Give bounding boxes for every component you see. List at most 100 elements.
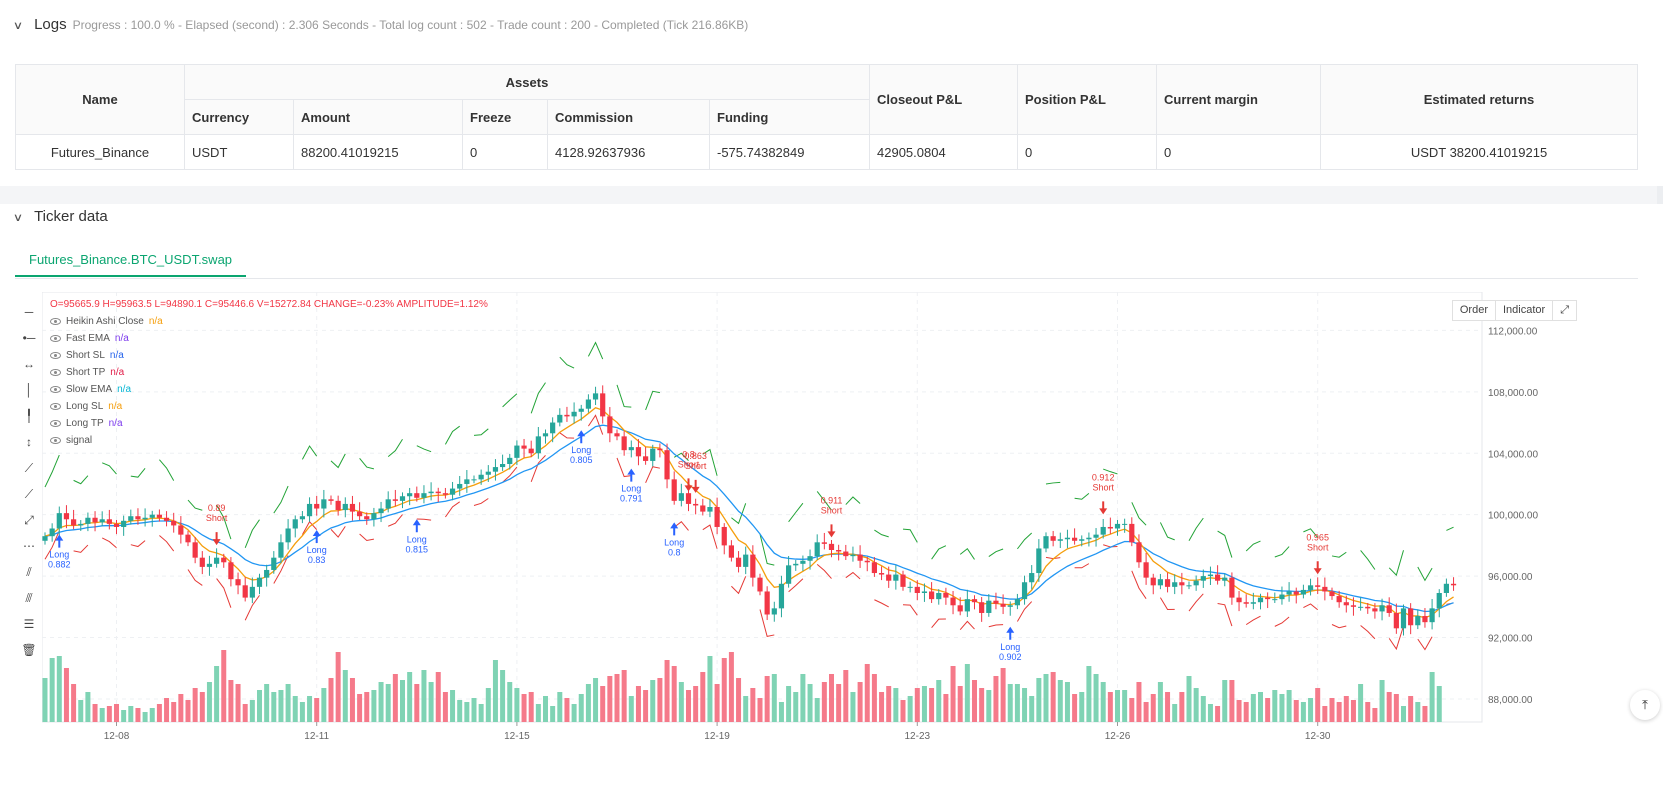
candle-body: [99, 519, 105, 523]
vertical-extended-icon[interactable]: ↕: [26, 435, 32, 449]
fullscreen-icon[interactable]: ⤢: [1552, 300, 1577, 321]
volume-bar: [500, 670, 506, 722]
x-tick-label: 12-08: [104, 731, 130, 742]
candle-body: [414, 493, 420, 498]
indicator-button[interactable]: Indicator: [1494, 300, 1554, 321]
ohlc-open: O=95665.9: [50, 299, 100, 310]
order-button[interactable]: Order: [1451, 300, 1496, 321]
stop-loss-line: [1159, 597, 1175, 611]
cell-funding: -575.74382849: [709, 134, 870, 170]
eye-icon[interactable]: [50, 318, 61, 325]
candle-body: [936, 593, 942, 600]
volume-bar: [1186, 676, 1192, 722]
candle-body: [56, 513, 62, 529]
candle-body: [292, 519, 298, 529]
eye-icon[interactable]: [50, 403, 61, 410]
take-profit-line: [73, 475, 89, 485]
eye-icon[interactable]: [50, 420, 61, 427]
candle-body: [1265, 597, 1271, 600]
volume-bar: [900, 700, 906, 722]
legend-item[interactable]: Short TP n/a: [50, 364, 488, 381]
volume-bar: [228, 680, 234, 722]
stop-loss-line: [731, 576, 747, 595]
short-signal-label: Short: [685, 461, 707, 471]
chevron-down-icon[interactable]: ∨: [12, 20, 24, 32]
vertical-ray-icon[interactable]: ╿: [25, 409, 33, 423]
volume-bar: [979, 688, 985, 722]
take-profit-line: [502, 393, 518, 408]
legend-item[interactable]: Long SL n/a: [50, 398, 488, 415]
long-signal-label: Long: [1000, 642, 1020, 652]
extended-trend-icon[interactable]: ⤢: [24, 512, 34, 527]
eye-icon[interactable]: [50, 386, 61, 393]
take-profit-line: [1103, 468, 1118, 475]
take-profit-line: [1331, 551, 1347, 558]
candle-body: [149, 514, 155, 518]
candle-body: [1422, 616, 1428, 623]
price-chart[interactable]: 112,000.00 108,000.00 104,000.00 100,000.00…: [42, 292, 1574, 805]
short-signal-label: Short: [821, 505, 843, 515]
scroll-to-top-button[interactable]: ⤒: [1630, 690, 1660, 720]
stop-loss-line: [473, 498, 489, 506]
short-signal-label: Short: [1092, 482, 1114, 492]
measure-icon[interactable]: ⋯: [23, 539, 35, 553]
logs-header[interactable]: ∨ Logs Progress : 100.0 % - Elapsed (sec…: [12, 16, 749, 33]
candle-body: [921, 591, 928, 593]
parallel-channel-icon[interactable]: ⫽: [26, 564, 32, 579]
long-signal-value: 0.882: [48, 560, 71, 570]
candle-body: [1093, 534, 1099, 538]
candle-body: [1415, 616, 1421, 626]
eye-icon[interactable]: [50, 335, 61, 342]
legend-item[interactable]: Slow EMA n/a: [50, 381, 488, 398]
legend-item[interactable]: signal: [50, 432, 488, 449]
ohlc-amplitude: AMPLITUDE=1.12%: [396, 299, 488, 310]
header-amount: Amount: [293, 99, 463, 135]
ohlc-readout: O=95665.9 H=95963.5 L=94890.1 C=95446.6 …: [50, 296, 488, 313]
trend-line-icon[interactable]: ⟋: [24, 460, 34, 475]
eye-icon[interactable]: [50, 437, 61, 444]
candle-body: [321, 499, 327, 509]
volume-bar: [257, 690, 262, 722]
legend-item[interactable]: Heikin Ashi Close n/a: [50, 313, 488, 330]
legend-value: n/a: [109, 350, 124, 361]
trash-icon[interactable]: 🗑: [21, 643, 37, 657]
vertical-line-icon[interactable]: │: [25, 383, 33, 397]
take-profit-line: [473, 428, 489, 436]
horizontal-ray-icon[interactable]: •─: [22, 331, 36, 345]
fib-retracement-icon[interactable]: ☰: [23, 617, 35, 631]
volume-bar: [1322, 706, 1328, 722]
pitchfork-icon[interactable]: ⫻: [25, 590, 33, 605]
eye-icon[interactable]: [50, 352, 61, 359]
ray-line-icon[interactable]: ⟋: [24, 486, 34, 501]
short-signal-value: 0.863: [684, 451, 707, 461]
volume-bar: [864, 664, 870, 722]
arrow-up-icon: ⤒: [1642, 697, 1648, 712]
legend-item[interactable]: Fast EMA n/a: [50, 330, 488, 347]
candle-body: [106, 519, 112, 524]
candle-body: [657, 448, 663, 451]
tab-divider: [15, 278, 1638, 279]
volume-bar: [821, 682, 827, 722]
candle-body: [49, 528, 55, 537]
stop-loss-line: [1331, 624, 1347, 629]
extended-line-icon[interactable]: ↔: [23, 357, 35, 371]
legend-item[interactable]: Short SL n/a: [50, 347, 488, 364]
candle-body: [535, 436, 541, 454]
volume-bar: [1072, 694, 1078, 722]
volume-bar: [771, 674, 777, 722]
take-profit-line: [587, 341, 604, 360]
tab-btc-usdt-swap[interactable]: Futures_Binance.BTC_USDT.swap: [15, 242, 247, 277]
candle-body: [707, 507, 713, 512]
volume-bar: [278, 690, 284, 722]
ticker-header[interactable]: ∨ Ticker data: [12, 208, 108, 225]
stop-loss-line: [874, 599, 889, 608]
candle-body: [735, 557, 742, 567]
volume-bar: [650, 680, 656, 722]
legend-item[interactable]: Long TP n/a: [50, 415, 488, 432]
horizontal-line-icon[interactable]: ─: [24, 305, 34, 319]
chevron-down-icon[interactable]: ∨: [12, 212, 24, 224]
eye-icon[interactable]: [50, 369, 61, 376]
take-profit-line: [1245, 540, 1261, 552]
y-tick-label: 104,000.00: [1488, 449, 1538, 460]
volume-bar: [564, 698, 570, 722]
